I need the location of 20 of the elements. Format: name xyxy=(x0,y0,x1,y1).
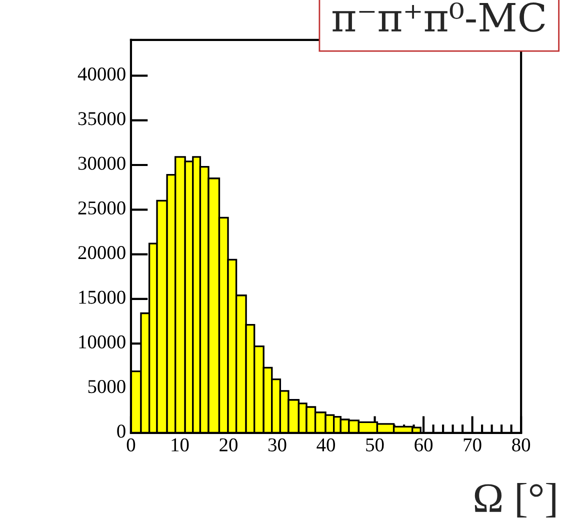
y-tick-label: 10000 xyxy=(79,335,126,348)
x-tick-label: 70 xyxy=(464,438,482,452)
x-tick-label: 40 xyxy=(316,438,336,452)
x-tick-label: 30 xyxy=(268,438,286,452)
x-tick-label: 0 xyxy=(126,438,136,452)
y-tick-label: 0 xyxy=(117,424,126,438)
x-tick-label: 20 xyxy=(220,438,238,452)
x-tick-label: 10 xyxy=(172,438,189,452)
y-tick-label: 15000 xyxy=(79,290,126,304)
y-tick-label: 40000 xyxy=(78,67,126,81)
y-tick-label: 35000 xyxy=(78,112,126,126)
x-tick-label: 80 xyxy=(512,438,530,452)
chart-title: π⁻π⁺π⁰-MC xyxy=(332,2,545,32)
y-tick-label: 20000 xyxy=(78,246,126,260)
y-tick-label: 25000 xyxy=(78,201,126,215)
y-tick-label: 30000 xyxy=(78,156,126,170)
x-tick-label: 50 xyxy=(366,438,384,452)
y-tick-label: 5000 xyxy=(88,380,126,394)
x-tick-label: 60 xyxy=(414,438,433,452)
x-axis-title: Ω [°] xyxy=(474,482,556,518)
